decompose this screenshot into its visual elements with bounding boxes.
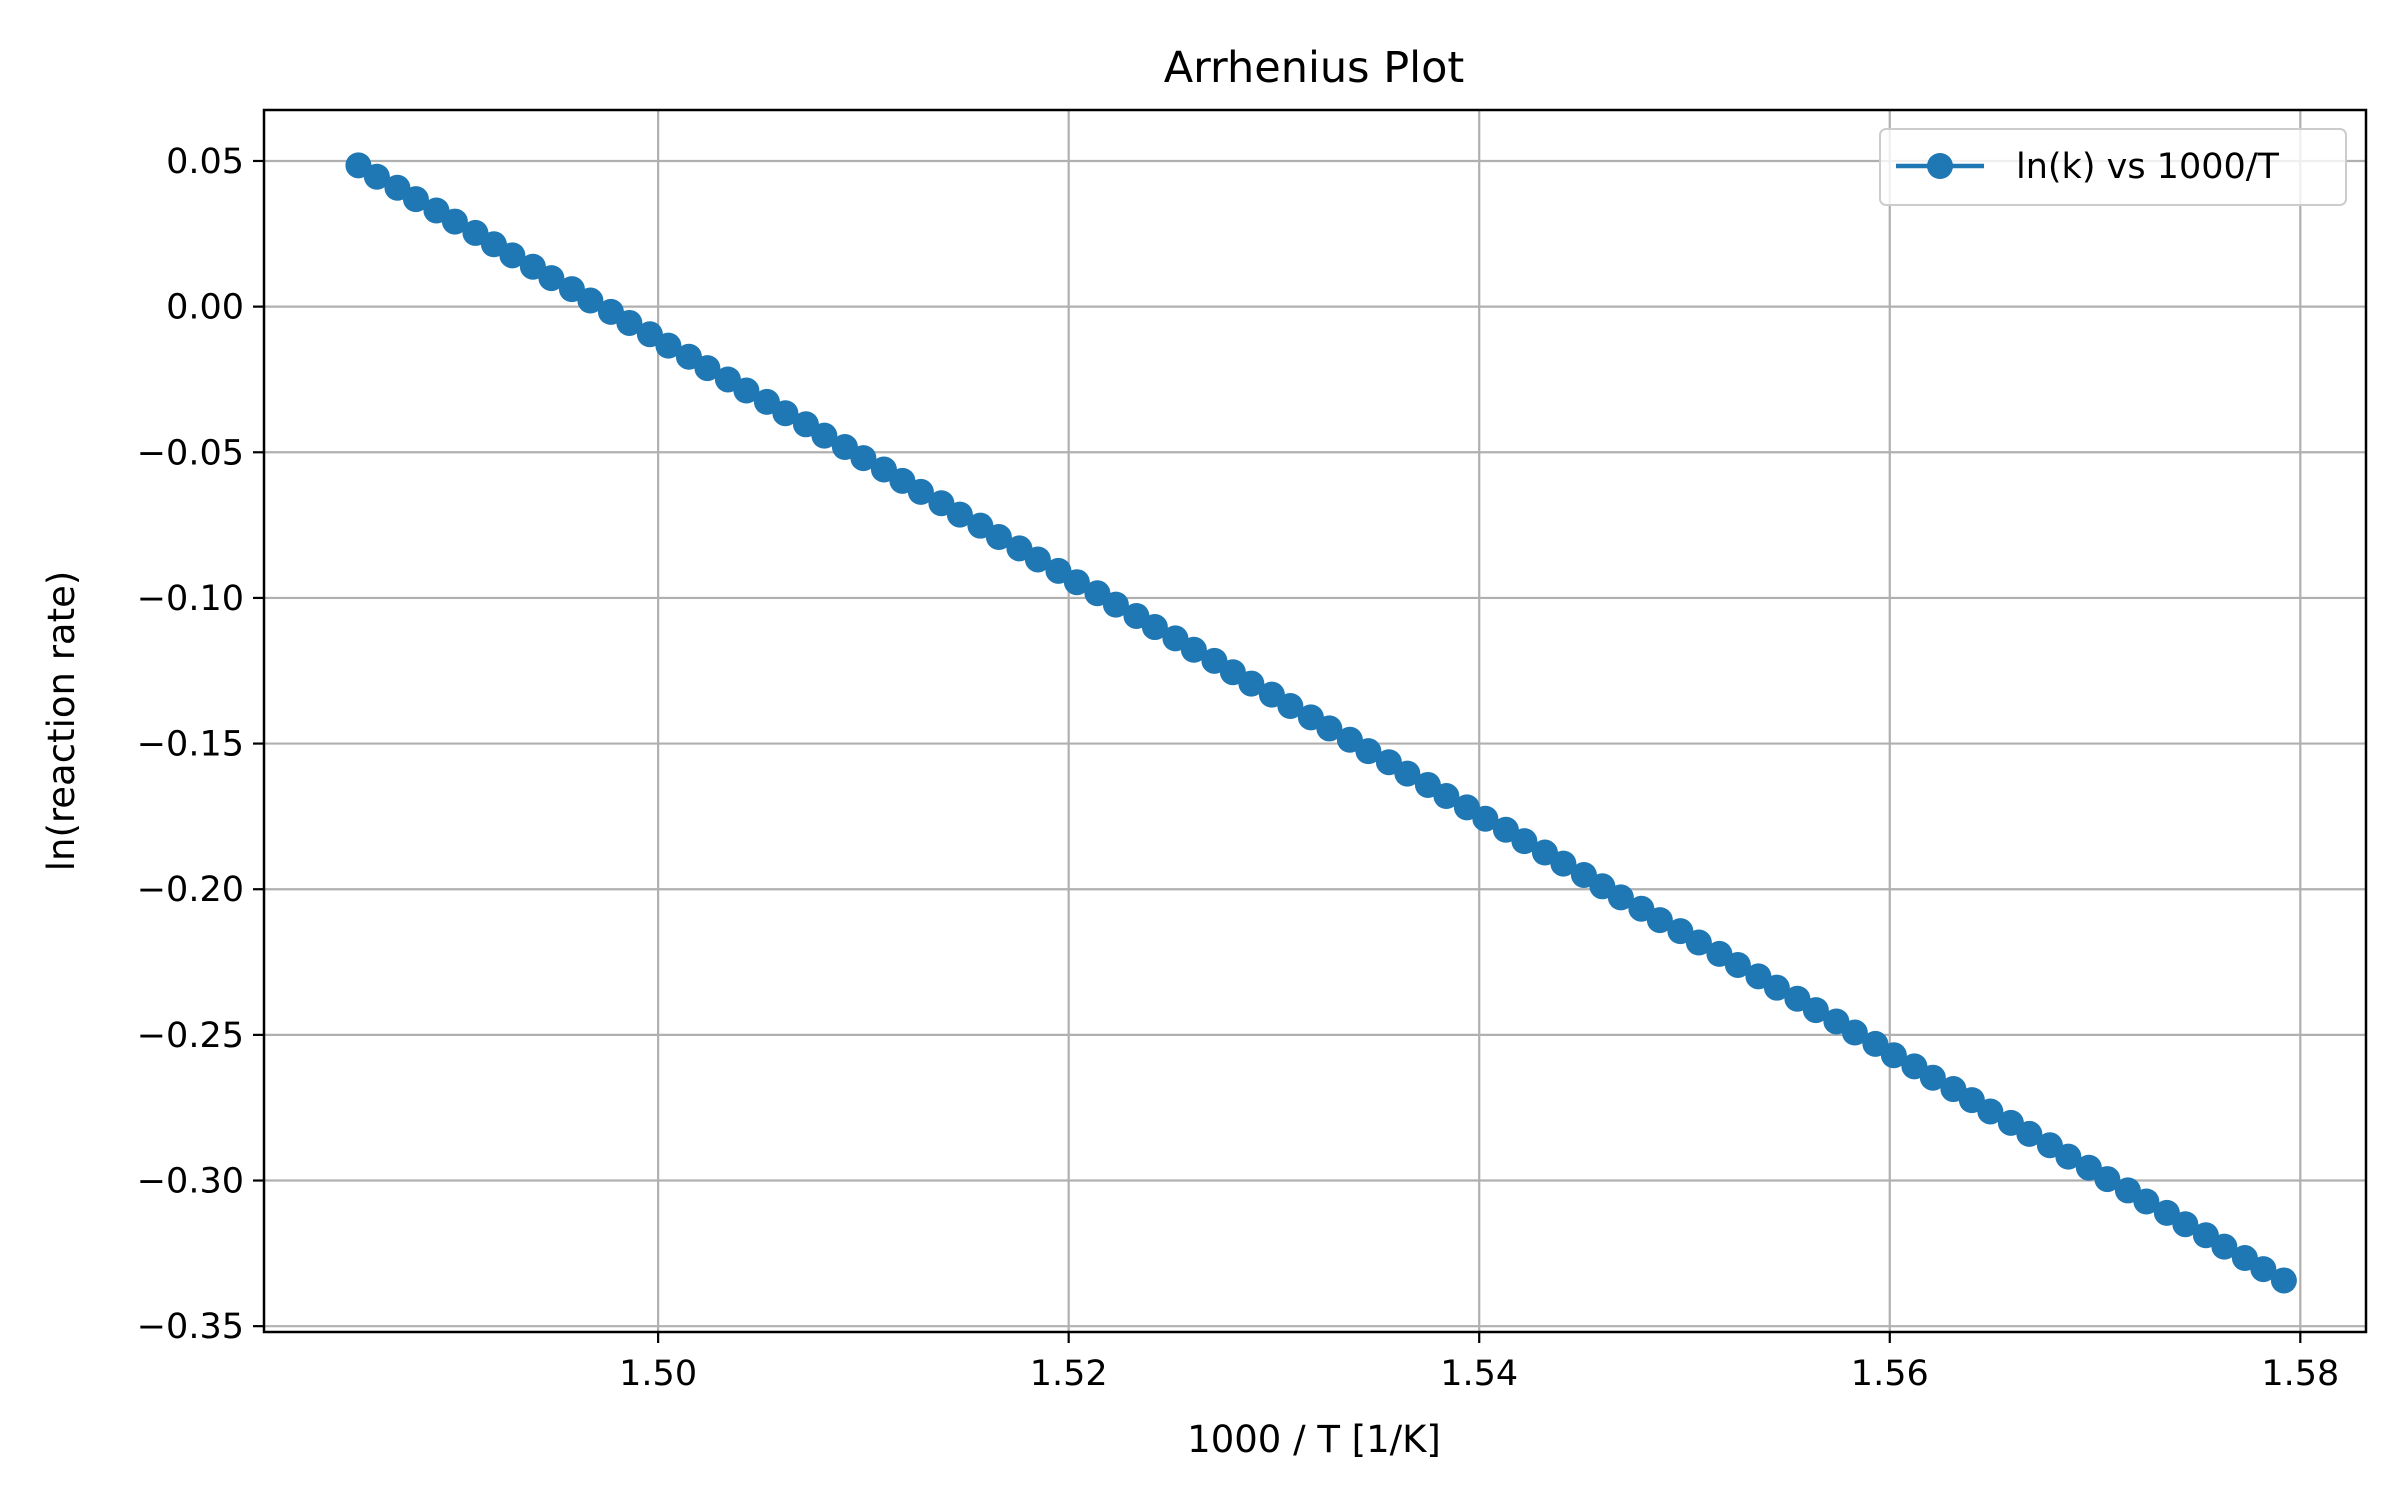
data-point: [2270, 1267, 2297, 1294]
data-point: [1550, 850, 1577, 877]
data-point: [1724, 951, 1751, 978]
data-point: [2172, 1211, 2199, 1238]
data-point: [499, 242, 526, 269]
ticks: 1.50 1.52 1.54 1.56 1.58 0.05 0.00 −0.05 −0.10 −0…: [137, 142, 2340, 1394]
data-point: [1646, 907, 1673, 934]
data-point: [1433, 783, 1460, 810]
data-point: [577, 287, 604, 314]
x-tick-label: 1.56: [1851, 1354, 1929, 1394]
y-tick-label: −0.05: [137, 433, 244, 473]
data-point: [1511, 828, 1538, 855]
data-point: [1919, 1064, 1946, 1091]
data-point: [402, 186, 429, 213]
y-tick-label: 0.05: [166, 142, 244, 182]
data-point: [2133, 1188, 2160, 1215]
data-point: [1277, 692, 1304, 719]
data-point: [1180, 636, 1207, 663]
data-point: [811, 422, 838, 449]
data-point: [363, 163, 390, 190]
data-point: [907, 478, 934, 505]
y-tick-label: −0.20: [137, 870, 244, 910]
data-point: [772, 400, 799, 427]
data-point: [1316, 715, 1343, 742]
series-layer: [345, 152, 2297, 1294]
data-point: [1141, 614, 1168, 641]
y-tick-label: −0.25: [137, 1016, 244, 1056]
data-point: [2094, 1166, 2121, 1193]
data-point: [985, 524, 1012, 551]
data-point: [946, 501, 973, 528]
y-tick-label: −0.30: [137, 1162, 244, 1202]
data-point: [1102, 591, 1129, 618]
data-point: [655, 332, 682, 359]
data-point: [2211, 1233, 2238, 1260]
chart-title: Arrhenius Plot: [1164, 43, 1465, 93]
x-tick-label: 1.52: [1030, 1354, 1108, 1394]
data-point: [616, 309, 643, 336]
x-tick-label: 1.50: [619, 1354, 697, 1394]
data-point: [1355, 738, 1382, 765]
y-tick-label: −0.10: [137, 579, 244, 619]
x-tick-label: 1.58: [2261, 1354, 2339, 1394]
plot-frame: [262, 108, 2368, 1334]
data-point: [1685, 929, 1712, 956]
x-tick-label: 1.54: [1440, 1354, 1518, 1394]
data-point: [850, 445, 877, 472]
y-tick-label: −0.15: [137, 725, 244, 765]
y-tick-label: −0.35: [137, 1307, 244, 1347]
data-point: [441, 208, 468, 235]
y-tick-label: 0.00: [166, 288, 244, 328]
data-point: [694, 355, 721, 382]
data-point: [1880, 1042, 1907, 1069]
data-point: [2250, 1256, 2277, 1283]
data-point: [1394, 760, 1421, 787]
data-point: [1472, 805, 1499, 832]
data-point: [1063, 569, 1090, 596]
legend: ln(k) vs 1000/T: [1879, 128, 2347, 206]
data-point: [733, 377, 760, 404]
data-point: [1607, 884, 1634, 911]
data-point: [1763, 974, 1790, 1001]
data-point: [1024, 546, 1051, 573]
legend-label: ln(k) vs 1000/T: [2016, 147, 2280, 187]
data-point: [2016, 1120, 2043, 1147]
legend-box: [1879, 128, 2347, 206]
data-point: [1841, 1019, 1868, 1046]
data-point: [2055, 1143, 2082, 1170]
x-axis-title: 1000 / T [1/K]: [1187, 1418, 1441, 1461]
data-point: [1802, 997, 1829, 1024]
y-axis-title: ln(reaction rate): [40, 571, 83, 872]
data-point: [538, 265, 565, 292]
data-point: [1238, 670, 1265, 697]
data-point: [1977, 1098, 2004, 1125]
legend-marker-icon: [1927, 153, 1953, 179]
grid: [264, 110, 2366, 1332]
